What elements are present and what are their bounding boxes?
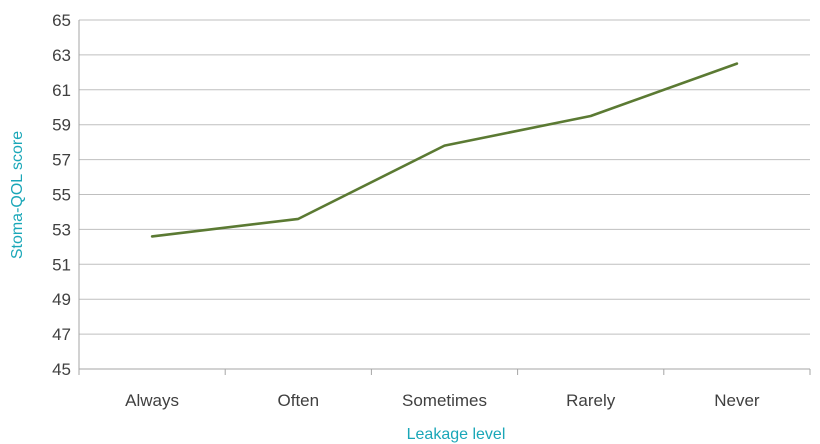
- y-tick-label-61: 61: [52, 81, 71, 100]
- gridlines: [79, 19, 810, 335]
- series-group: [150, 62, 739, 238]
- x-tick-label-always: Always: [125, 391, 179, 410]
- y-tick-label-51: 51: [52, 255, 71, 274]
- x-tick-label-sometimes: Sometimes: [402, 391, 487, 410]
- x-tick-label-often: Often: [278, 391, 320, 410]
- x-tick-label-rarely: Rarely: [566, 391, 616, 410]
- y-tick-label-49: 49: [52, 290, 71, 309]
- y-tick-label-47: 47: [52, 325, 71, 344]
- y-tick-label-63: 63: [52, 46, 71, 65]
- y-tick-label-45: 45: [52, 360, 71, 379]
- y-tick-label-59: 59: [52, 116, 71, 135]
- y-axis-ticks: 45 47 49 51 53 55 57 59 61 63 65: [52, 11, 71, 379]
- series-line-0: [150, 62, 739, 238]
- y-axis-title: Stoma-QOL score: [9, 131, 26, 259]
- y-tick-label-57: 57: [52, 151, 71, 170]
- x-tick-label-never: Never: [714, 391, 760, 410]
- x-axis-title: Leakage level: [407, 426, 506, 443]
- y-tick-label-55: 55: [52, 186, 71, 205]
- y-tick-label-65: 65: [52, 11, 71, 30]
- x-axis: Always Often Sometimes Rarely Never: [78, 20, 811, 410]
- y-tick-label-53: 53: [52, 220, 71, 239]
